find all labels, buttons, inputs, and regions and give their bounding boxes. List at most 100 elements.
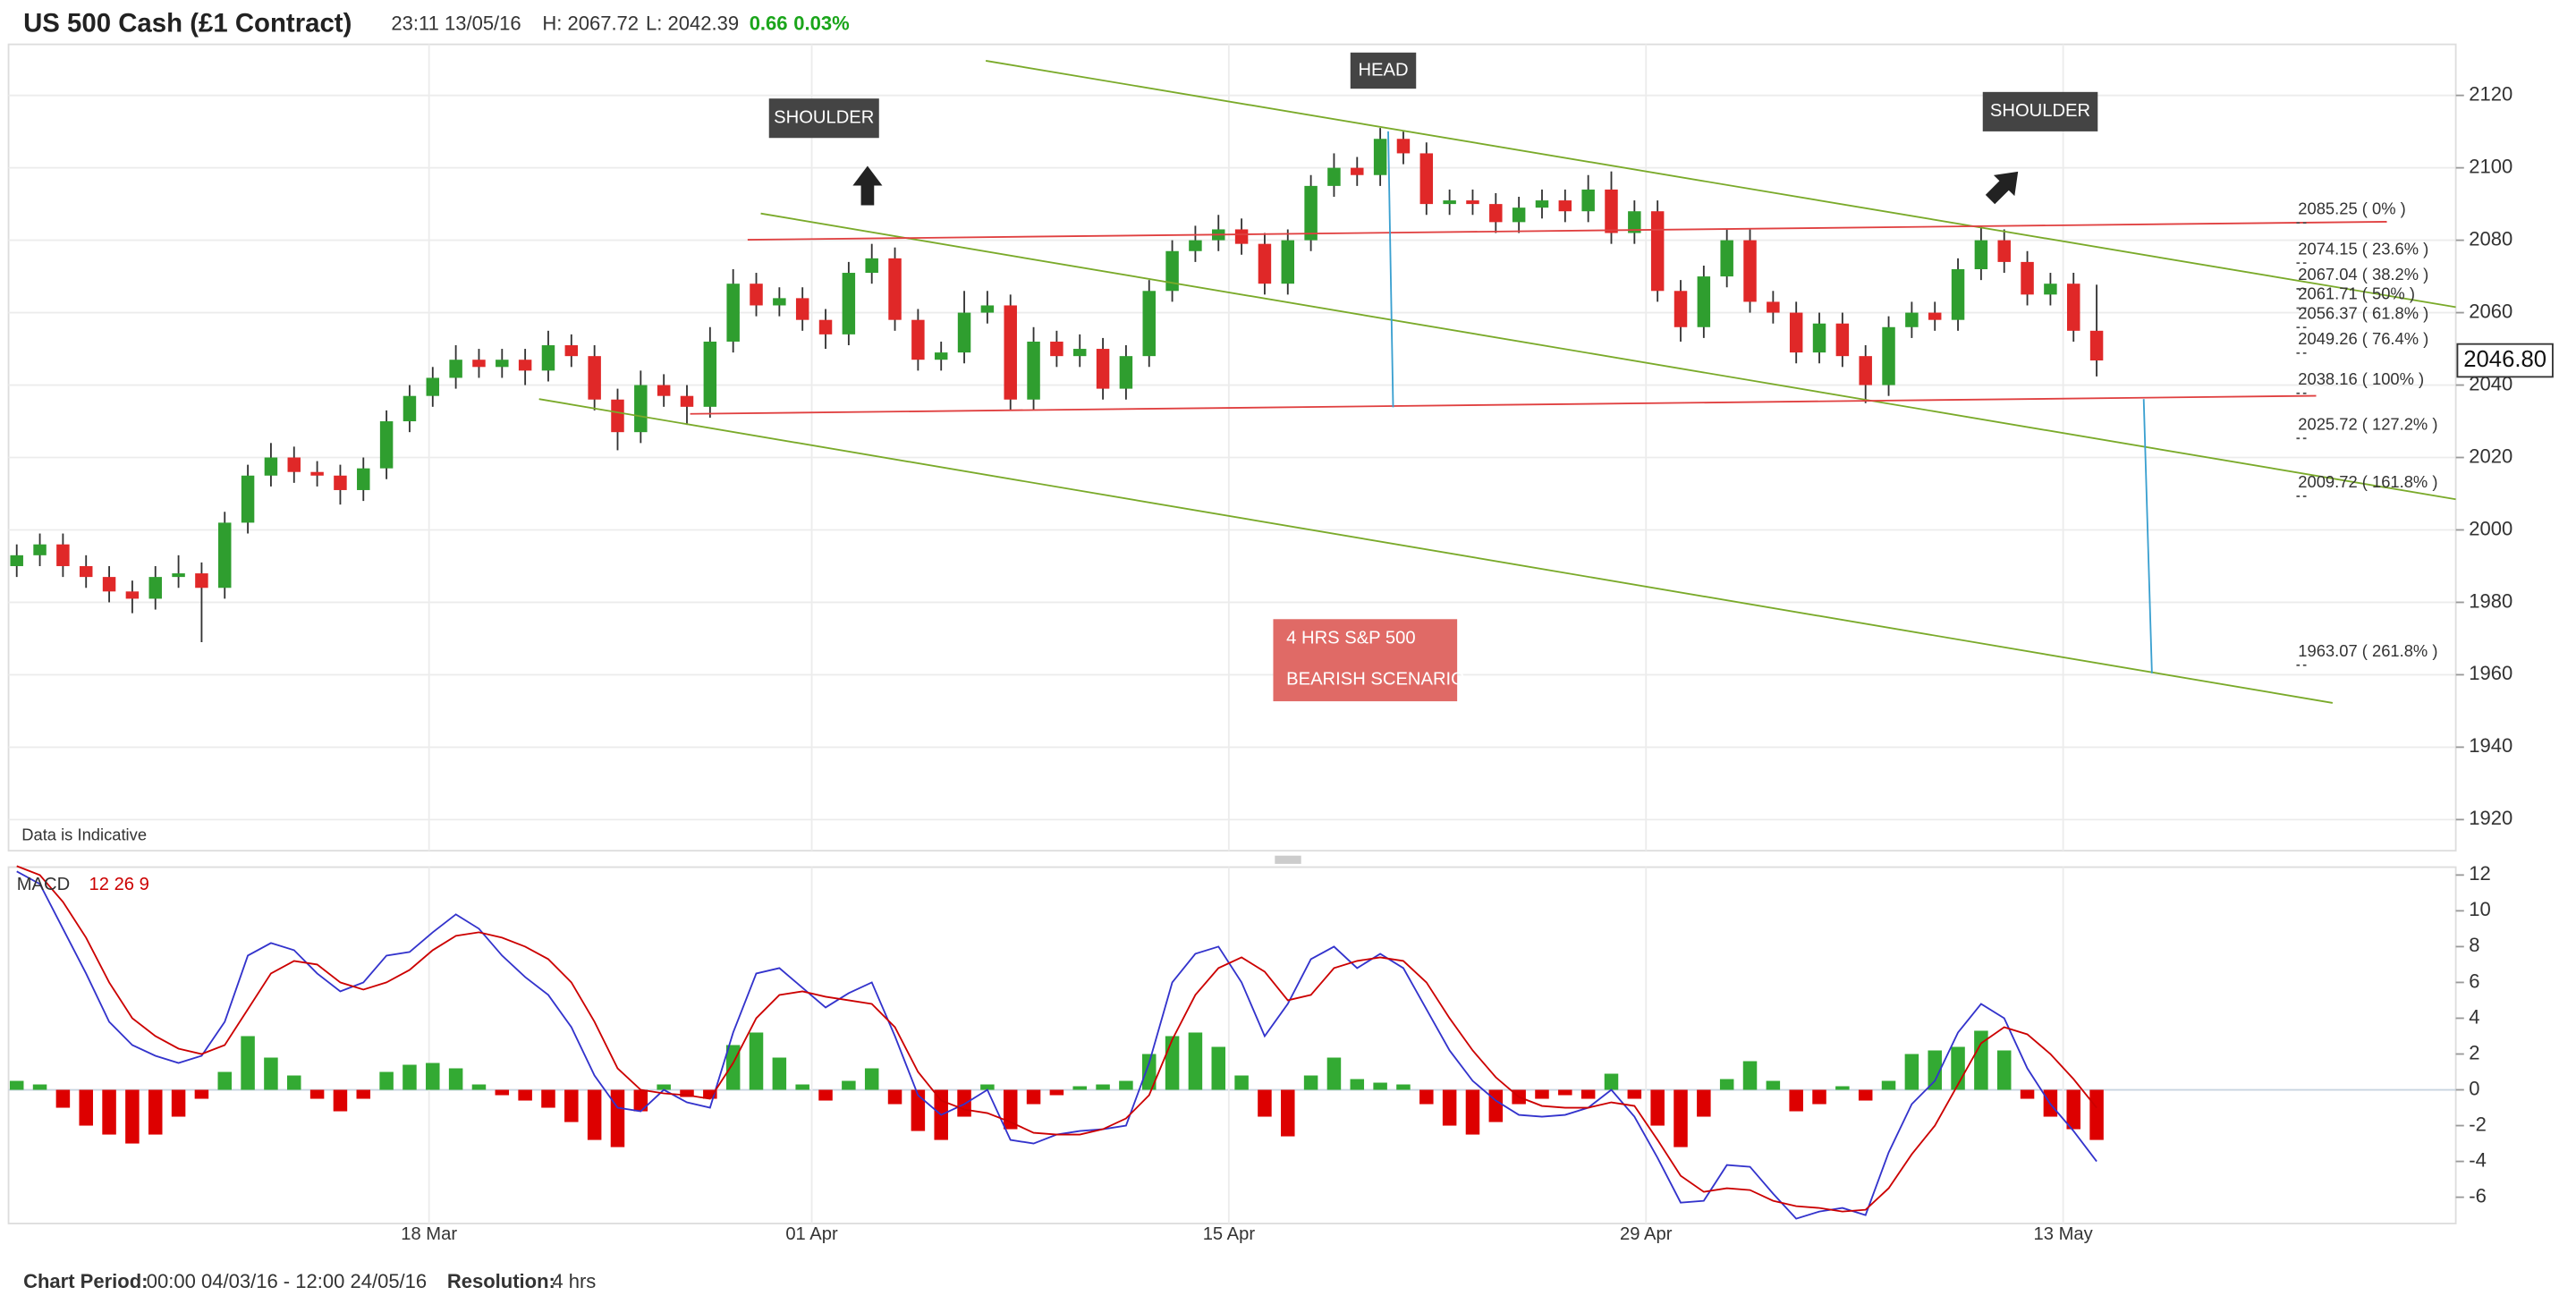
y-tick-label: 2120 [2469,82,2512,105]
trend-line [760,212,2456,501]
annotation-box [1350,52,1417,89]
histogram-bar [471,1084,487,1090]
histogram-bar [2020,1089,2035,1099]
histogram-bar [55,1089,71,1108]
histogram-bar [1281,1089,1295,1137]
histogram-bar [171,1089,186,1117]
histogram-bar [426,1063,440,1090]
candle-body [842,273,856,334]
y-tick-label: 10 [2469,898,2491,920]
candle-body [2089,330,2104,361]
x-tick-label: 15 Apr [1203,1224,1256,1244]
candle-body [1351,167,1364,175]
candle-body [449,360,462,378]
instrument-title: US 500 Cash (£1 Contract) [23,8,352,38]
histogram-bar [1835,1086,1850,1090]
candle-body [1096,349,1110,389]
histogram-bar [495,1089,510,1096]
candle-body [1974,240,1988,269]
trend-line [985,60,2456,309]
fib-level-label: 2067.04 ( 38.2% ) [2298,265,2428,284]
annotation-label: SHOULDER [774,108,874,128]
histogram-bar [1234,1075,1249,1090]
candle-body [1027,341,1040,400]
panel-resize-handle[interactable] [1275,855,1301,864]
histogram-bar [772,1057,787,1090]
candle-body [1327,167,1341,186]
y-tick-label: 2020 [2469,445,2512,467]
candle-body [1258,243,1272,284]
trend-line [538,398,2334,704]
histogram-bar [309,1089,325,1099]
candle-body [1512,207,1526,223]
candle-body [1373,139,1387,175]
candle-body [10,555,23,566]
histogram-bar [1558,1089,1572,1096]
data-note: Data is Indicative [21,826,147,844]
histogram-bar [1974,1030,1988,1090]
y-tick-label: 8 [2469,934,2479,956]
histogram-bar [1303,1075,1318,1090]
candle-body [1767,301,1780,313]
candle-body [148,577,162,599]
histogram-bar [1697,1089,1711,1117]
candle-body [1234,229,1249,244]
candle-body [195,573,208,588]
histogram-bar [194,1089,209,1099]
histogram-bar [1003,1089,1018,1130]
candle-body [1466,200,1479,205]
quote-change-pct: 0.03% [793,12,849,34]
candle-body [1905,312,1919,327]
annotation-box [768,98,879,139]
candle-body [264,457,278,476]
resolution: 4 hrs [552,1270,596,1292]
grid [8,44,2464,1224]
candle-body [125,591,140,599]
histogram-bar [1719,1079,1734,1090]
candles [9,128,2104,1220]
period-label: Chart Period: [23,1270,148,1292]
histogram-bar [1258,1089,1272,1117]
macd-line [16,865,2097,1213]
candle-body [726,284,740,342]
candle-body [657,385,671,396]
histogram-bar [795,1084,809,1090]
candle-body [1535,200,1549,208]
histogram-bar [1373,1082,1387,1090]
candle-body [980,305,995,313]
macd-params: 12 26 9 [89,875,149,894]
candle-body [2067,284,2080,331]
y-tick-label: 2080 [2469,227,2512,250]
fib-level-label: 2056.37 ( 61.8% ) [2298,303,2428,322]
candle-body [1304,185,1318,241]
histogram-bar [1858,1089,1873,1101]
quote-time: 23:11 13/05/16 [391,12,521,34]
candle-body [1142,291,1156,357]
fib-level-label: 2038.16 ( 100% ) [2298,369,2424,388]
annotation-box [1982,91,2098,131]
period: 00:00 04/03/16 - 12:00 24/05/16 [147,1270,427,1292]
candle-body [56,544,70,566]
histogram-bar [703,1089,717,1099]
histogram-bar [1604,1073,1619,1090]
histogram-bar [1350,1079,1365,1090]
histogram-bar [657,1084,671,1090]
candle-body [1697,276,1711,327]
last-price-box [2456,343,2554,378]
candle-body [1281,240,1295,284]
candle-body [795,298,809,320]
histogram-bar [1488,1089,1504,1122]
candle-body [1951,268,1965,320]
candle-body [564,345,579,357]
histogram-bar [1119,1080,1133,1090]
candle-body [2021,261,2034,295]
histogram-bar [725,1045,741,1090]
y-tick-label: 2100 [2469,155,2512,177]
target-lines [1387,131,2153,673]
histogram-bar [864,1068,879,1090]
candle-body [818,319,833,334]
candle-body [33,544,47,555]
candle-body [1165,250,1179,292]
candle-body [1882,326,1895,385]
